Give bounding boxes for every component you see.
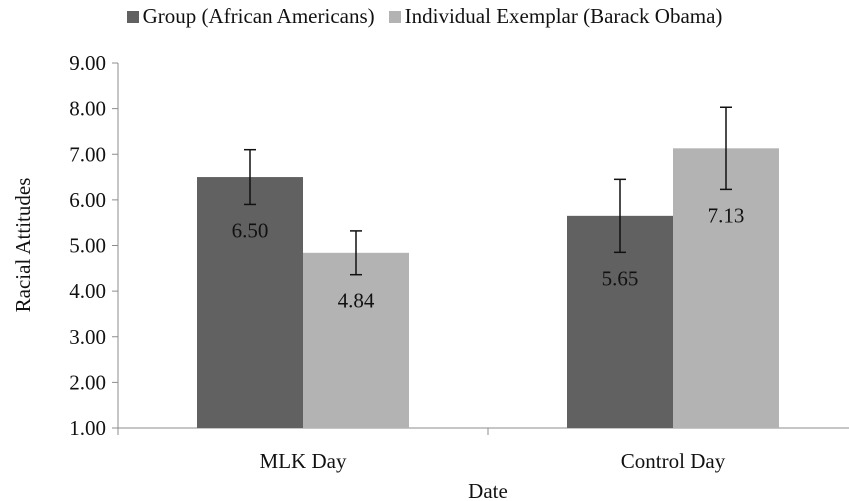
y-tick-label: 8.00	[69, 97, 106, 121]
legend-label-group: Group (African Americans)	[142, 4, 375, 28]
y-tick-label: 3.00	[69, 325, 106, 349]
data-label: 7.13	[708, 203, 745, 227]
data-label: 5.65	[602, 266, 639, 290]
x-tick-label: MLK Day	[260, 449, 347, 473]
y-tick-label: 4.00	[69, 279, 106, 303]
legend-label-exemplar: Individual Exemplar (Barack Obama)	[404, 4, 723, 28]
legend-swatch-group	[126, 10, 139, 23]
legend-item-group: Group (African Americans)	[126, 4, 375, 29]
x-axis-title: Date	[468, 479, 508, 501]
data-label: 6.50	[232, 218, 269, 242]
bar	[673, 148, 779, 428]
legend-swatch-exemplar	[388, 10, 401, 23]
y-axis-title: Racial Attitudes	[11, 178, 35, 313]
bar	[197, 177, 303, 428]
y-tick-label: 1.00	[69, 416, 106, 440]
y-tick-label: 9.00	[69, 51, 106, 75]
legend-item-exemplar: Individual Exemplar (Barack Obama)	[388, 4, 723, 29]
y-tick-label: 7.00	[69, 142, 106, 166]
y-tick-label: 6.00	[69, 188, 106, 212]
bar	[303, 252, 409, 428]
data-label: 4.84	[338, 289, 375, 313]
legend: Group (African Americans) Individual Exe…	[0, 4, 849, 29]
x-tick-label: Control Day	[621, 449, 726, 473]
y-tick-label: 5.00	[69, 234, 106, 258]
y-tick-label: 2.00	[69, 370, 106, 394]
